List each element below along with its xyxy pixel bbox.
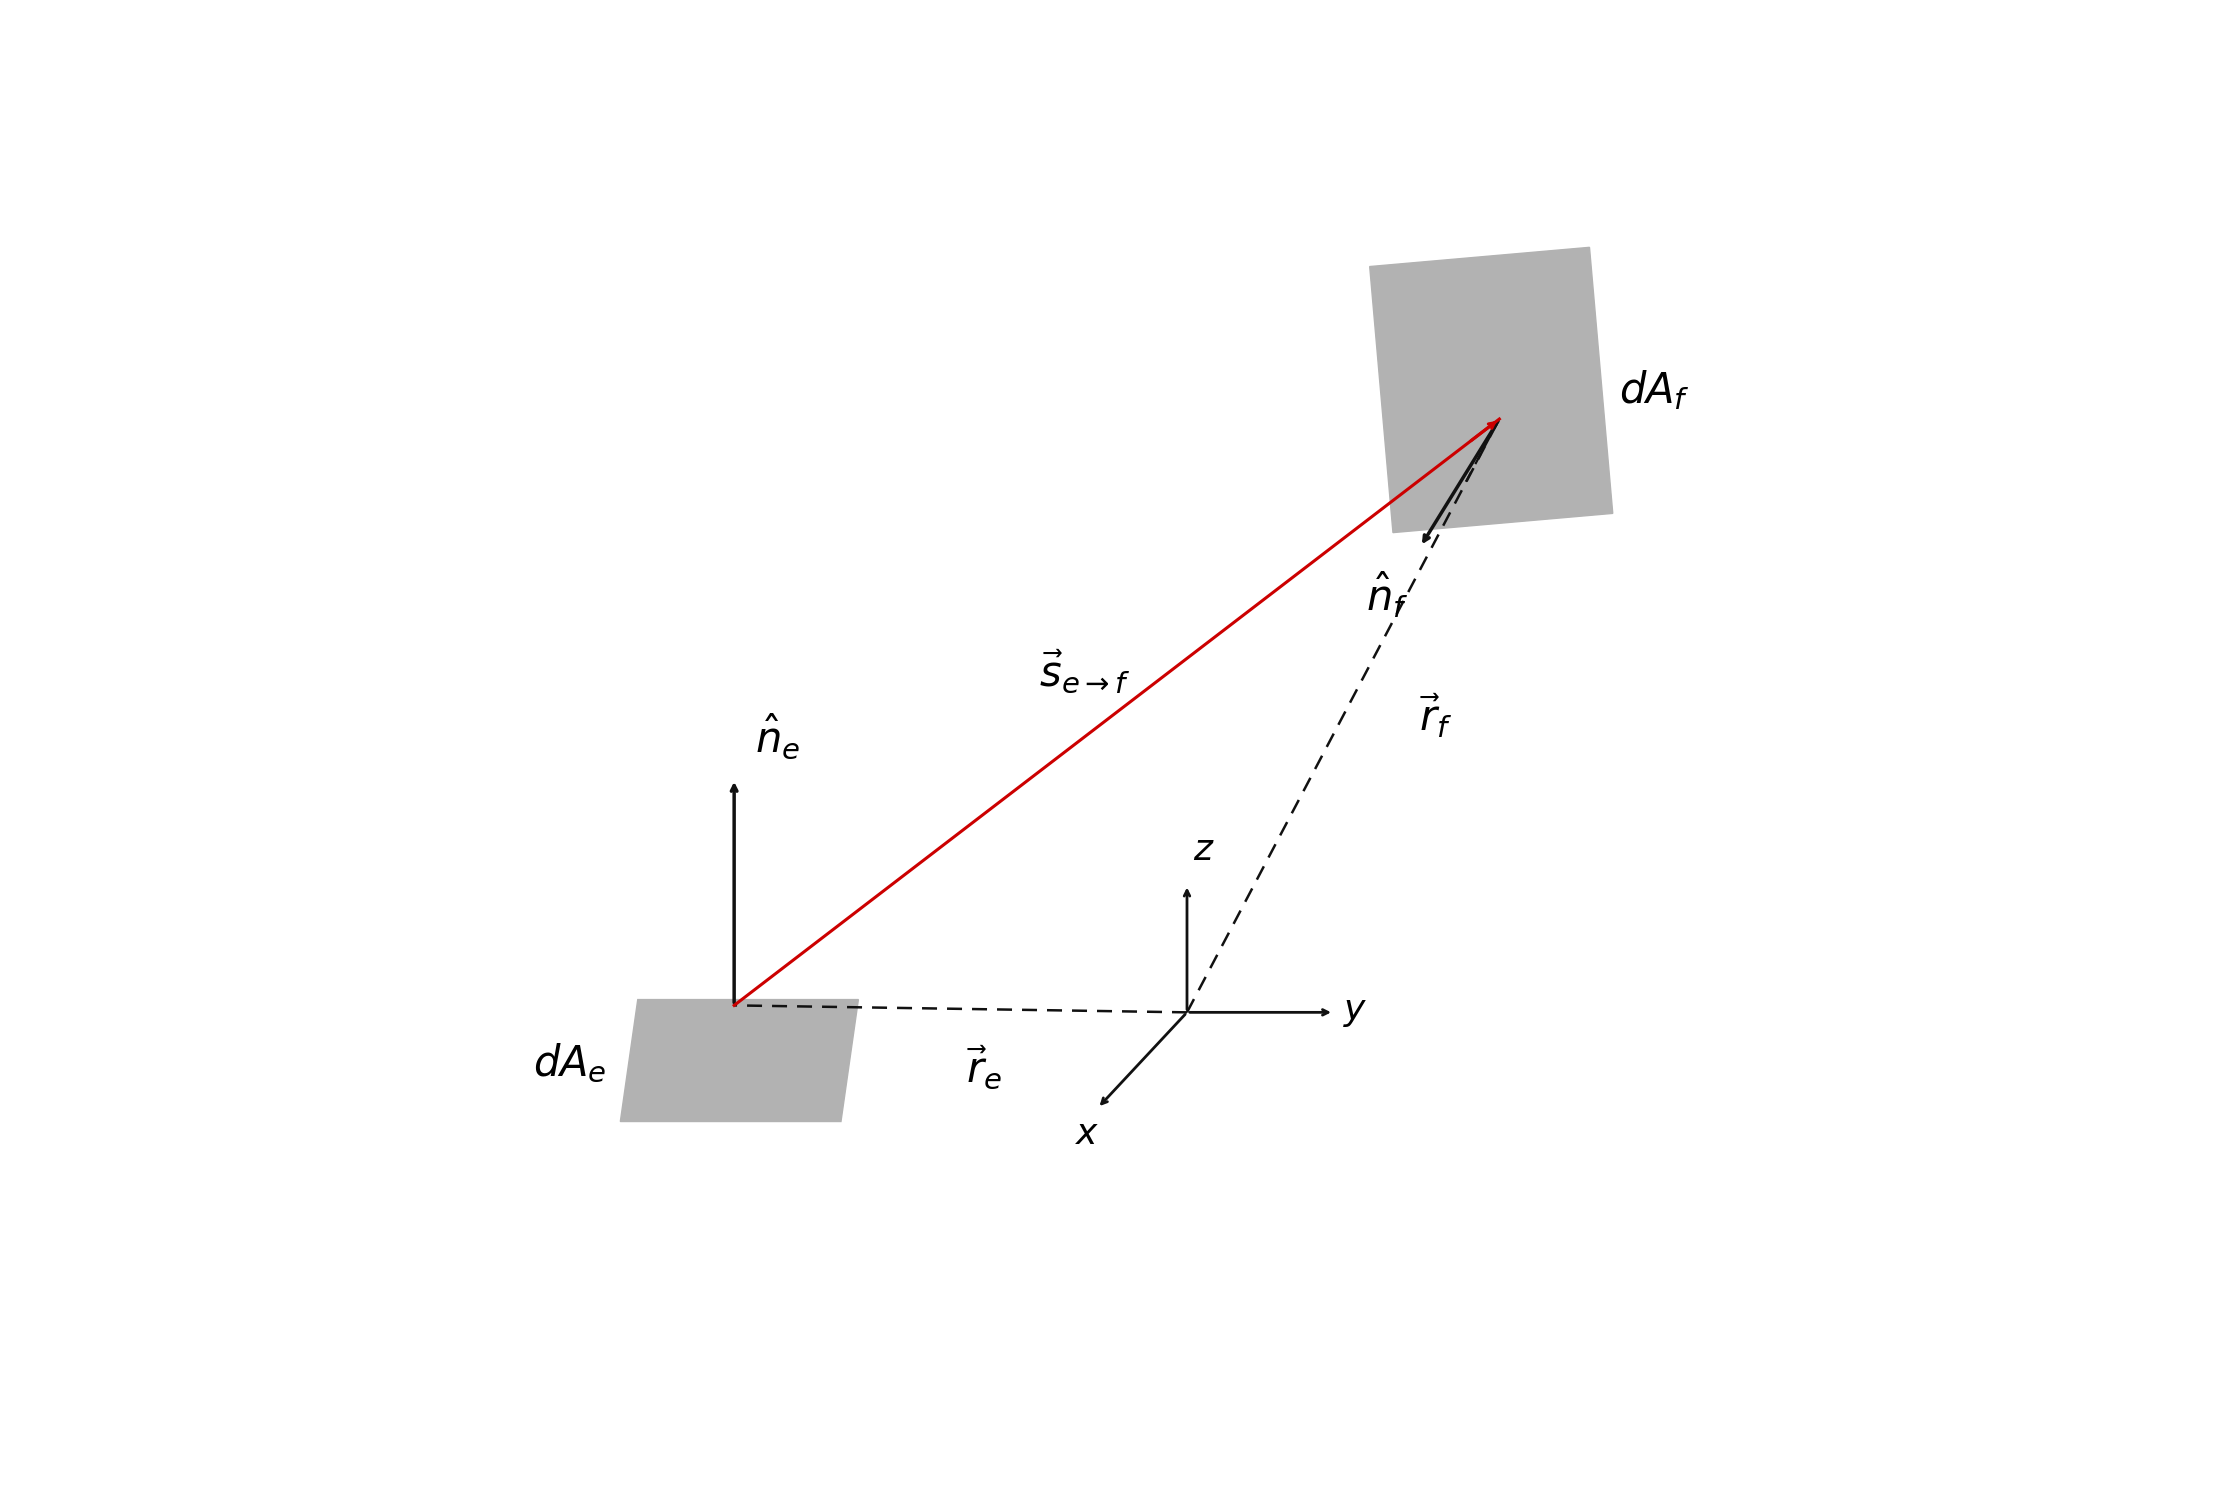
Text: $x$: $x$: [1075, 1117, 1099, 1151]
Polygon shape: [1369, 247, 1612, 532]
Text: $\hat{n}_e$: $\hat{n}_e$: [756, 712, 801, 762]
Text: $\vec{r}_f$: $\vec{r}_f$: [1418, 691, 1452, 740]
Text: $z$: $z$: [1193, 834, 1215, 867]
Text: $\vec{r}_e$: $\vec{r}_e$: [966, 1044, 1001, 1092]
Text: $dA_e$: $dA_e$: [533, 1042, 607, 1086]
Text: $\vec{s}_{e \rightarrow f}$: $\vec{s}_{e \rightarrow f}$: [1039, 647, 1131, 695]
Text: $\hat{n}_f$: $\hat{n}_f$: [1367, 570, 1409, 620]
Text: $y$: $y$: [1342, 995, 1367, 1030]
Text: $dA_f$: $dA_f$: [1619, 368, 1690, 412]
Polygon shape: [620, 1000, 859, 1122]
